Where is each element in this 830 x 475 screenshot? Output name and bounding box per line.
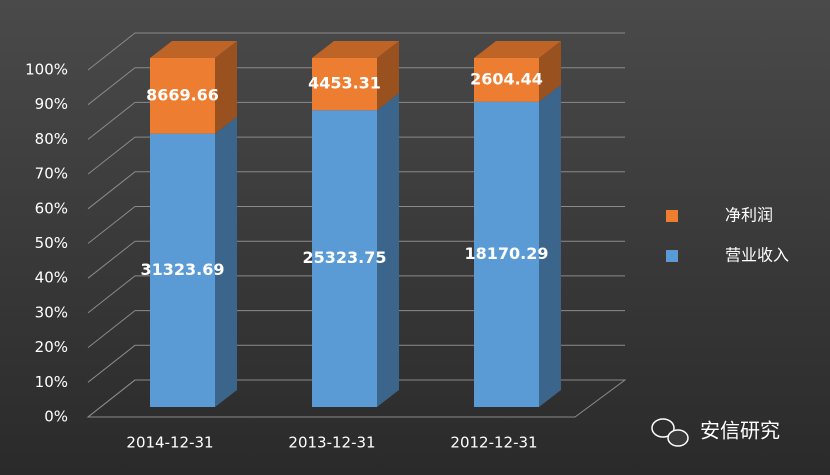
y-tick-label: 0%: [44, 408, 68, 426]
bar-top: [474, 41, 561, 58]
bar: [474, 101, 539, 407]
value-label: 2604.44: [470, 69, 543, 88]
x-tick-label: 2012-12-31: [450, 434, 537, 452]
bar: [312, 58, 377, 111]
legend-swatch: [666, 210, 678, 222]
legend-label: 净利润: [725, 206, 773, 225]
grid-line: [87, 240, 625, 279]
grid-line: [87, 344, 625, 383]
grid-line: [87, 32, 625, 71]
y-tick-label: 60%: [35, 199, 68, 217]
bar: [474, 58, 539, 102]
bar: [150, 58, 215, 134]
bar-side: [539, 41, 561, 102]
watermark-icon: [651, 418, 689, 447]
grid-line: [87, 136, 625, 175]
value-label: 31323.69: [140, 260, 224, 279]
y-tick-label: 30%: [35, 303, 68, 321]
value-label: 8669.66: [146, 85, 219, 104]
y-tick-label: 70%: [35, 165, 68, 183]
value-label: 25323.75: [302, 248, 386, 267]
value-label: 4453.31: [308, 74, 381, 93]
y-tick-label: 10%: [35, 373, 68, 391]
y-tick-label: 100%: [25, 61, 68, 79]
grid-line: [87, 310, 625, 348]
grid-line: [87, 101, 625, 140]
bar-side: [377, 41, 399, 111]
value-label: 18170.29: [464, 244, 548, 263]
grid-line: [87, 206, 625, 244]
y-tick-label: 90%: [35, 95, 68, 113]
legend-label: 营业收入: [725, 246, 789, 265]
bar-side: [215, 116, 237, 407]
bar: [312, 110, 377, 408]
y-tick-label: 40%: [35, 269, 68, 287]
bar-side: [377, 93, 399, 408]
grid-line: [87, 275, 625, 314]
grid-line: [87, 379, 625, 418]
legend-swatch: [666, 250, 678, 262]
bar-top: [150, 41, 237, 58]
bar-side: [539, 84, 561, 407]
y-tick-label: 20%: [35, 338, 68, 356]
bar-top: [312, 41, 399, 58]
y-tick-label: 50%: [35, 234, 68, 252]
x-tick-label: 2013-12-31: [288, 434, 375, 452]
grid-line: [87, 171, 625, 210]
bar-side: [215, 41, 237, 134]
x-tick-label: 2014-12-31: [126, 434, 213, 452]
bar: [150, 133, 215, 407]
grid-line: [87, 67, 625, 106]
watermark: 安信研究: [700, 419, 780, 443]
y-tick-label: 80%: [35, 130, 68, 148]
